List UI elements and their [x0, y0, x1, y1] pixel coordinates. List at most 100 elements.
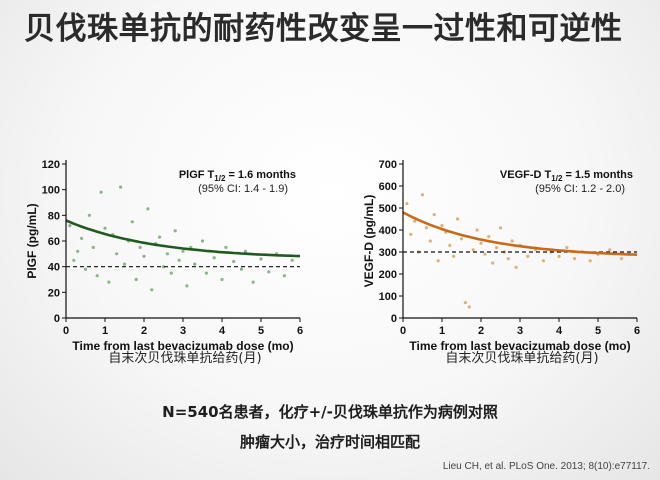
data-point [80, 236, 84, 240]
x-tick-label: 2 [478, 325, 484, 337]
y-tick-label: 0 [54, 313, 60, 325]
halflife-annotation: PlGF T1/2 = 1.6 months [179, 169, 296, 183]
data-point [514, 265, 518, 269]
confidence-interval: (95% CI: 1.4 - 1.9) [198, 183, 288, 195]
data-point [420, 193, 425, 197]
data-point [619, 257, 623, 261]
data-point [200, 239, 205, 243]
y-tick-label: 60 [48, 236, 60, 248]
data-point [495, 246, 499, 250]
data-point [424, 226, 428, 230]
fit-curve [402, 211, 638, 256]
data-point [467, 305, 471, 309]
data-point [169, 271, 173, 275]
chart-vegf-d: 0 100 200 300 400 500 600 700 0 1 2 3 4 5 6 Time from l… [345, 150, 645, 360]
x-axis-label-cn: 自末次贝伐珠单抗给药(月) [108, 351, 262, 366]
data-point [72, 258, 76, 262]
data-point [177, 258, 181, 262]
data-point [557, 254, 561, 258]
data-point [99, 190, 103, 194]
y-tick-label: 600 [379, 181, 397, 193]
y-tick-label: 100 [379, 291, 397, 303]
x-tick-label: 0 [400, 325, 406, 337]
data-point [267, 270, 271, 274]
data-point [142, 254, 146, 258]
data-point [181, 249, 185, 253]
data-point [432, 213, 436, 217]
slide-title: 贝伐珠单抗的耐药性改变呈一过性和可逆性 [24, 11, 623, 47]
data-point [161, 265, 166, 269]
data-point [452, 254, 456, 258]
chart-plgf: 0 20 40 60 80 100 120 0 1 2 3 4 5 6 Time from last bev… [8, 150, 308, 360]
data-point [239, 267, 244, 271]
data-point [130, 220, 134, 224]
data-point [471, 248, 475, 252]
data-point [436, 259, 440, 263]
x-tick-label: 0 [63, 325, 69, 337]
y-tick-label: 700 [379, 159, 397, 171]
data-point [115, 252, 119, 256]
data-point [87, 213, 91, 217]
data-point [146, 207, 150, 211]
data-point [405, 202, 409, 206]
x-tick-label: 6 [297, 325, 303, 337]
data-point [119, 185, 123, 189]
y-tick-label: 400 [379, 225, 397, 237]
data-point [134, 277, 138, 282]
data-point [138, 245, 142, 249]
data-point [76, 249, 80, 253]
data-point [456, 217, 460, 221]
data-point [428, 239, 432, 243]
citation: Lieu CH, et al. PLoS One. 2013; 8(10):e7… [442, 461, 650, 472]
data-point [409, 232, 413, 236]
x-tick-label: 6 [634, 325, 640, 337]
confidence-interval: (95% CI: 1.2 - 2.0) [535, 183, 625, 195]
data-point [220, 277, 224, 282]
x-tick-label: 5 [595, 325, 601, 337]
data-point [588, 259, 592, 263]
data-point [491, 261, 495, 265]
data-point [165, 252, 169, 256]
x-tick-label: 3 [180, 325, 186, 337]
data-point [232, 259, 236, 264]
x-axis-label-cn: 自末次贝伐珠单抗给药(月) [445, 351, 599, 366]
data-point [459, 237, 464, 241]
y-tick-label: 120 [42, 159, 60, 171]
data-point [608, 248, 612, 252]
x-tick-label: 1 [439, 325, 445, 337]
data-point [173, 229, 177, 233]
data-point [526, 254, 530, 258]
matching-description: 肿瘤大小，治疗时间相匹配 [239, 433, 420, 451]
data-point [224, 245, 228, 249]
x-tick-label: 2 [141, 325, 147, 337]
data-point [204, 271, 208, 275]
halflife-annotation: VEGF-D T1/2 = 1.5 months [500, 169, 633, 183]
data-point [150, 288, 154, 292]
data-point [483, 252, 487, 256]
data-point [259, 257, 263, 261]
data-point [463, 301, 467, 305]
data-point [510, 239, 514, 243]
x-tick-label: 4 [219, 325, 226, 337]
data-point [243, 249, 247, 253]
data-point [565, 246, 569, 250]
data-point [498, 226, 503, 230]
x-axis-title: Time from last bevacizumab dose (mo) [409, 339, 630, 353]
y-axis-title: VEGF-D (pg/mL) [362, 195, 376, 288]
data-point [158, 235, 162, 239]
data-point [95, 274, 99, 278]
data-point [193, 262, 197, 266]
y-tick-label: 20 [48, 287, 60, 299]
data-point [479, 241, 483, 245]
y-tick-label: 500 [379, 203, 397, 215]
data-point [506, 257, 510, 261]
data-point [440, 224, 444, 228]
x-tick-label: 3 [517, 325, 523, 337]
data-point [475, 228, 479, 232]
x-tick-label: 4 [556, 325, 563, 337]
data-point [107, 280, 111, 284]
x-axis-title: Time from last bevacizumab dose (mo) [72, 339, 293, 353]
y-tick-label: 0 [391, 313, 397, 325]
y-axis-title: PlGF (pg/mL) [25, 203, 39, 278]
y-tick-label: 100 [42, 185, 60, 197]
